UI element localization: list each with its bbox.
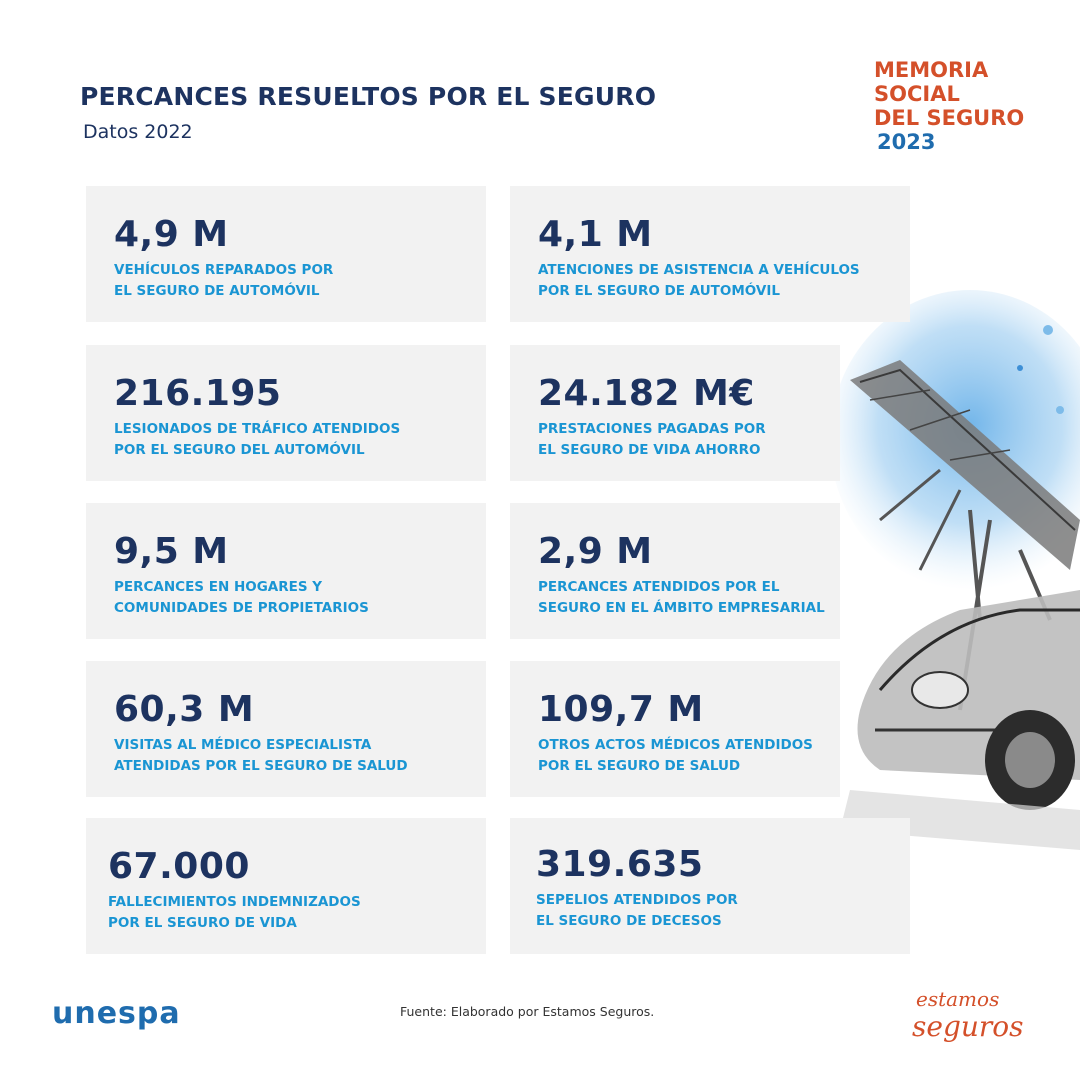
tree-on-car-illustration bbox=[830, 290, 1080, 850]
stat-value: 24.182 M€ bbox=[538, 373, 755, 414]
source-note: Fuente: Elaborado por Estamos Seguros. bbox=[400, 1004, 655, 1019]
stat-description-line: COMUNIDADES DE PROPIETARIOS bbox=[114, 600, 369, 616]
estamos-seguros-logo: estamos seguros bbox=[912, 987, 1024, 1043]
stat-description: OTROS ACTOS MÉDICOS ATENDIDOS POR EL SEG… bbox=[538, 735, 813, 777]
stat-description-line: SEPELIOS ATENDIDOS POR bbox=[536, 892, 738, 908]
brand-line-3: DEL SEGURO bbox=[874, 106, 1025, 130]
brand-line-1: MEMORIA bbox=[874, 58, 989, 82]
stat-description: FALLECIMIENTOS INDEMNIZADOS POR EL SEGUR… bbox=[108, 892, 361, 934]
stat-value: 216.195 bbox=[114, 373, 282, 414]
unespa-logo: unespa bbox=[52, 996, 181, 1031]
stat-description: VEHÍCULOS REPARADOS POR EL SEGURO DE AUT… bbox=[114, 260, 333, 302]
stat-description: VISITAS AL MÉDICO ESPECIALISTA ATENDIDAS… bbox=[114, 735, 408, 777]
stat-card: 2,9 M PERCANCES ATENDIDOS POR EL SEGURO … bbox=[510, 503, 840, 639]
page-subtitle: Datos 2022 bbox=[83, 121, 193, 143]
stat-value: 2,9 M bbox=[538, 531, 653, 572]
stat-card: 24.182 M€ PRESTACIONES PAGADAS POR EL SE… bbox=[510, 345, 840, 481]
stat-description-line: VEHÍCULOS REPARADOS POR bbox=[114, 262, 334, 278]
estamos-logo-line1: estamos bbox=[916, 987, 999, 1011]
stat-description-line: PERCANCES EN HOGARES Y bbox=[114, 579, 323, 595]
stat-value: 60,3 M bbox=[114, 689, 255, 730]
estamos-logo-line2: seguros bbox=[912, 1010, 1024, 1043]
stat-description: ATENCIONES DE ASISTENCIA A VEHÍCULOS POR… bbox=[538, 260, 860, 302]
stat-description-line: EL SEGURO DE AUTOMÓVIL bbox=[114, 283, 320, 299]
stat-description: PERCANCES ATENDIDOS POR EL SEGURO EN EL … bbox=[538, 577, 825, 619]
stat-description: PRESTACIONES PAGADAS POR EL SEGURO DE VI… bbox=[538, 419, 766, 461]
stat-card: 60,3 M VISITAS AL MÉDICO ESPECIALISTA AT… bbox=[86, 661, 486, 797]
stat-description-line: POR EL SEGURO DE AUTOMÓVIL bbox=[538, 283, 780, 299]
stat-description-line: POR EL SEGURO DE SALUD bbox=[538, 758, 741, 774]
stat-value: 4,9 M bbox=[114, 214, 229, 255]
stat-description-line: SEGURO EN EL ÁMBITO EMPRESARIAL bbox=[538, 600, 825, 616]
stat-card: 9,5 M PERCANCES EN HOGARES Y COMUNIDADES… bbox=[86, 503, 486, 639]
stat-description-line: OTROS ACTOS MÉDICOS ATENDIDOS bbox=[538, 737, 813, 753]
stat-description-line: POR EL SEGURO DEL AUTOMÓVIL bbox=[114, 442, 365, 458]
stat-description-line: ATENCIONES DE ASISTENCIA A VEHÍCULOS bbox=[538, 262, 860, 278]
stat-description: LESIONADOS DE TRÁFICO ATENDIDOS POR EL S… bbox=[114, 419, 400, 461]
stat-card: 67.000 FALLECIMIENTOS INDEMNIZADOS POR E… bbox=[86, 818, 486, 954]
stat-description-line: POR EL SEGURO DE VIDA bbox=[108, 915, 297, 931]
stat-card: 4,1 M ATENCIONES DE ASISTENCIA A VEHÍCUL… bbox=[510, 186, 910, 322]
stat-description-line: EL SEGURO DE DECESOS bbox=[536, 913, 722, 929]
memoria-social-logo: MEMORIA SOCIAL DEL SEGURO 2023 bbox=[874, 58, 1024, 154]
brand-line-2: SOCIAL bbox=[874, 82, 960, 106]
stat-description-line: PERCANCES ATENDIDOS POR EL bbox=[538, 579, 780, 595]
stat-value: 67.000 bbox=[108, 846, 250, 887]
stat-card: 319.635 SEPELIOS ATENDIDOS POR EL SEGURO… bbox=[510, 818, 910, 954]
stat-description-line: VISITAS AL MÉDICO ESPECIALISTA bbox=[114, 737, 372, 753]
stat-description-line: EL SEGURO DE VIDA AHORRO bbox=[538, 442, 761, 458]
stat-value: 319.635 bbox=[536, 844, 704, 885]
stat-card: 109,7 M OTROS ACTOS MÉDICOS ATENDIDOS PO… bbox=[510, 661, 840, 797]
stat-description-line: ATENDIDAS POR EL SEGURO DE SALUD bbox=[114, 758, 408, 774]
stat-card: 4,9 M VEHÍCULOS REPARADOS POR EL SEGURO … bbox=[86, 186, 486, 322]
stat-description-line: PRESTACIONES PAGADAS POR bbox=[538, 421, 766, 437]
page-title: PERCANCES RESUELTOS POR EL SEGURO bbox=[80, 82, 657, 111]
stat-description-line: FALLECIMIENTOS INDEMNIZADOS bbox=[108, 894, 361, 910]
stat-description-line: LESIONADOS DE TRÁFICO ATENDIDOS bbox=[114, 421, 401, 437]
stat-value: 4,1 M bbox=[538, 214, 653, 255]
stat-description: SEPELIOS ATENDIDOS POR EL SEGURO DE DECE… bbox=[536, 890, 738, 932]
stat-value: 9,5 M bbox=[114, 531, 229, 572]
stat-card: 216.195 LESIONADOS DE TRÁFICO ATENDIDOS … bbox=[86, 345, 486, 481]
stat-value: 109,7 M bbox=[538, 689, 704, 730]
stat-description: PERCANCES EN HOGARES Y COMUNIDADES DE PR… bbox=[114, 577, 369, 619]
brand-year: 2023 bbox=[877, 130, 936, 154]
